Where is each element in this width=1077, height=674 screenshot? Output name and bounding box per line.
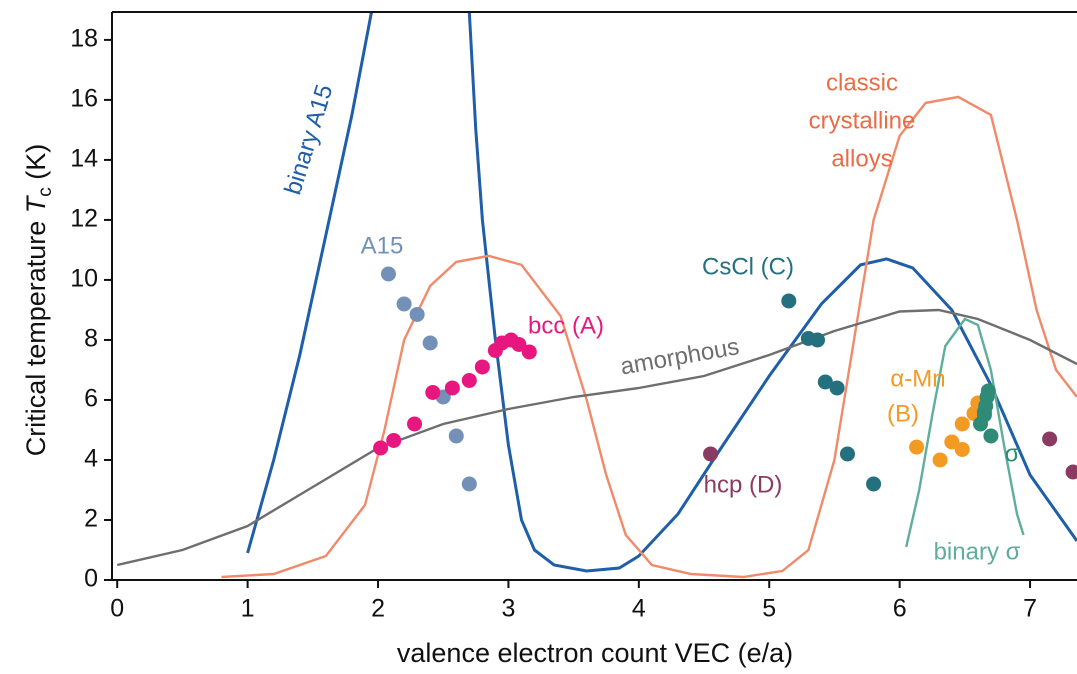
data-point — [809, 332, 825, 348]
data-point — [703, 446, 719, 462]
data-point — [373, 440, 389, 456]
data-point — [909, 439, 925, 455]
annotation: crystalline — [809, 107, 916, 134]
data-point — [386, 432, 402, 448]
annotation: σ — [1005, 440, 1020, 467]
data-point — [448, 428, 464, 444]
annotation: hcp (D) — [704, 471, 783, 498]
data-point — [396, 296, 412, 312]
y-label-text: Critical temperature — [21, 221, 51, 457]
y-axis-label: Critical temperature Tc (K) — [21, 144, 56, 457]
x-tick-label: 0 — [110, 595, 124, 623]
data-point — [980, 383, 996, 399]
y-label-symbol: T — [21, 194, 51, 213]
data-point — [425, 384, 441, 400]
annotation: binary A15 — [279, 81, 338, 197]
annotation: A15 — [361, 232, 404, 259]
y-label-unit: (K) — [21, 144, 51, 180]
x-tick-label: 2 — [371, 595, 385, 623]
annotation: CsCl (C) — [702, 253, 794, 280]
data-point — [409, 306, 425, 322]
data-point — [422, 335, 438, 351]
curve — [116, 308, 1077, 567]
data-point — [954, 441, 970, 457]
y-tick-label: 6 — [84, 385, 98, 413]
data-point — [983, 428, 999, 444]
annotation: alloys — [831, 145, 892, 172]
x-tick-label: 7 — [1023, 595, 1037, 623]
curve — [246, 12, 1077, 573]
data-point — [866, 476, 882, 492]
y-tick-label: 18 — [70, 25, 98, 53]
data-point — [474, 359, 490, 375]
data-point — [839, 446, 855, 462]
data-point — [829, 380, 845, 396]
data-point — [461, 372, 477, 388]
annotation: classic — [826, 69, 898, 96]
y-tick-label: 10 — [70, 265, 98, 293]
plot-area — [116, 12, 1077, 579]
x-tick-label: 6 — [893, 595, 907, 623]
data-point — [932, 452, 948, 468]
y-tick-label: 2 — [84, 505, 98, 533]
x-tick-label: 1 — [241, 595, 255, 623]
data-point — [944, 434, 960, 450]
y-tick-label: 16 — [70, 85, 98, 113]
y-label-subscript: c — [35, 187, 56, 197]
data-point — [407, 416, 423, 432]
data-point — [461, 476, 477, 492]
annotation: α-Mn — [890, 365, 945, 392]
data-point — [817, 374, 833, 390]
curve — [221, 95, 1077, 579]
data-point — [521, 344, 537, 360]
y-tick-label: 14 — [70, 145, 98, 173]
y-tick-label: 8 — [84, 325, 98, 353]
annotation: (B) — [887, 400, 919, 427]
data-point — [954, 416, 970, 432]
y-tick-label: 4 — [84, 445, 98, 473]
data-point — [511, 336, 527, 352]
data-point — [444, 380, 460, 396]
x-tick-label: 5 — [762, 595, 776, 623]
y-tick-label: 12 — [70, 205, 98, 233]
data-point — [1065, 464, 1077, 480]
data-point — [1042, 431, 1058, 447]
data-point — [380, 266, 396, 282]
annotation: amorphous — [618, 333, 741, 380]
curve — [905, 317, 1025, 548]
data-point — [781, 293, 797, 309]
data-point — [976, 404, 992, 420]
annotation: bcc (A) — [528, 312, 604, 339]
annotation: binary σ — [934, 538, 1021, 565]
x-tick-label: 4 — [632, 595, 646, 623]
y-tick-label: 0 — [84, 565, 98, 593]
x-axis-label: valence electron count VEC (e/a) — [397, 638, 793, 668]
x-tick-label: 3 — [501, 595, 515, 623]
